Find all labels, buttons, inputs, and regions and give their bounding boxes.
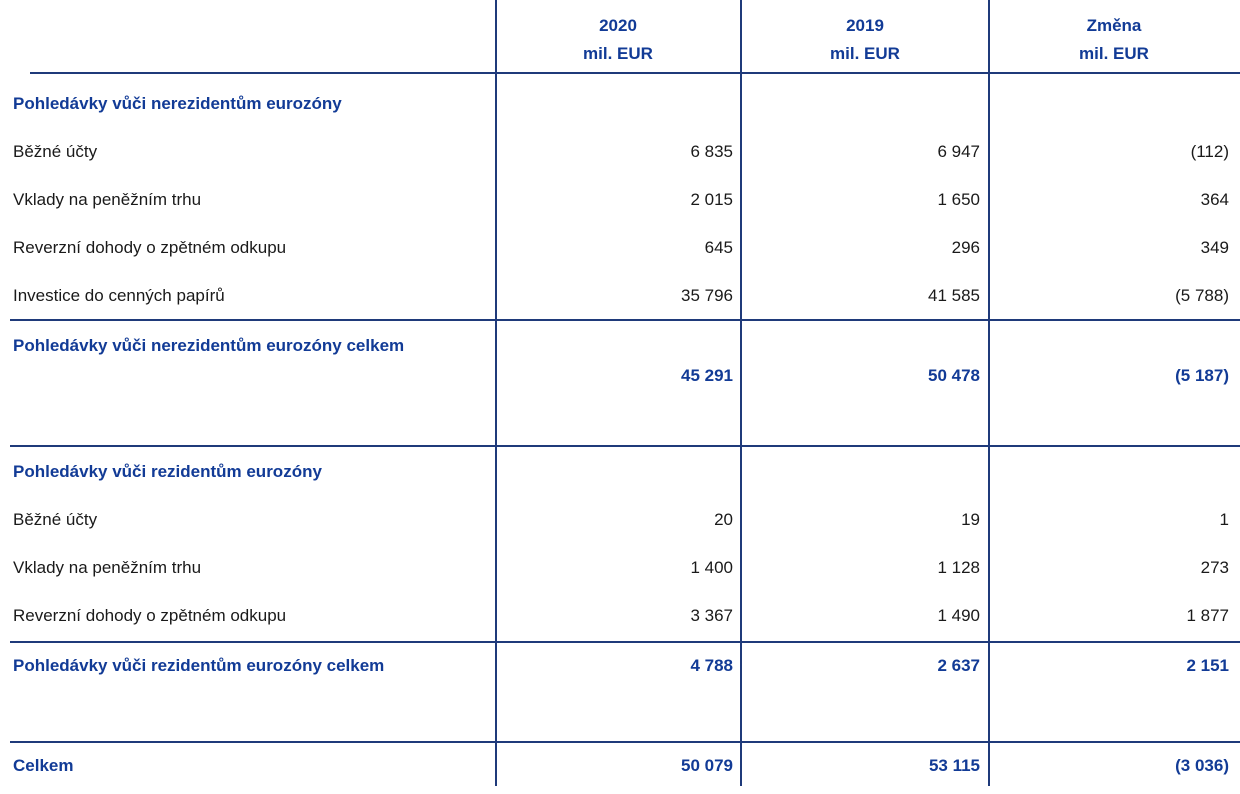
total-label: Pohledávky vůči nerezidentům eurozóny ce… [13, 336, 405, 355]
column-unit: mil. EUR [830, 44, 900, 63]
row-value: 20 [714, 510, 733, 529]
row-divider [10, 741, 1240, 743]
row-value: 6 835 [690, 142, 733, 161]
row-value: 1 650 [937, 190, 980, 209]
row-divider [30, 72, 1240, 74]
total-value: 2 637 [937, 656, 980, 675]
column-header: 2019 [846, 16, 884, 35]
total-value: 45 291 [681, 366, 733, 385]
row-divider [10, 445, 1240, 447]
row-label: Reverzní dohody o zpětném odkupu [13, 606, 287, 625]
row-value: 1 877 [1186, 606, 1229, 625]
row-value: (112) [1190, 142, 1229, 161]
row-label: Vklady na peněžním trhu [13, 190, 202, 209]
grand-total-label: Celkem [13, 756, 74, 775]
column-header: Změna [1086, 16, 1142, 35]
row-value: 3 367 [690, 606, 733, 625]
total-value: 2 151 [1186, 656, 1229, 675]
row-label: Běžné účty [13, 510, 98, 529]
section-title: Pohledávky vůči nerezidentům eurozóny [13, 94, 342, 113]
grand-total-value: 50 079 [681, 756, 733, 775]
column-header: 2020 [599, 16, 637, 35]
row-divider [10, 319, 1240, 321]
total-value: (5 187) [1175, 366, 1229, 385]
row-value: 1 [1219, 510, 1229, 529]
row-value: 1 128 [937, 558, 980, 577]
row-value: (5 788) [1175, 286, 1229, 305]
row-value: 1 400 [690, 558, 733, 577]
row-value: 19 [961, 510, 980, 529]
row-label: Reverzní dohody o zpětném odkupu [13, 238, 287, 257]
column-divider [988, 0, 990, 786]
row-value: 1 490 [937, 606, 980, 625]
row-value: 2 015 [690, 190, 733, 209]
row-label: Vklady na peněžním trhu [13, 558, 202, 577]
column-divider [740, 0, 742, 786]
row-value: 35 796 [681, 286, 733, 305]
grand-total-value: (3 036) [1175, 756, 1229, 775]
row-value: 296 [951, 238, 980, 257]
column-unit: mil. EUR [583, 44, 653, 63]
row-label: Investice do cenných papírů [13, 286, 225, 305]
total-value: 50 478 [928, 366, 980, 385]
row-label: Běžné účty [13, 142, 98, 161]
total-value: 4 788 [690, 656, 733, 675]
row-divider [10, 641, 1240, 643]
section-title: Pohledávky vůči rezidentům eurozóny [13, 462, 322, 481]
row-value: 364 [1200, 190, 1229, 209]
row-value: 273 [1200, 558, 1229, 577]
column-divider [495, 0, 497, 786]
row-value: 645 [704, 238, 733, 257]
row-value: 349 [1200, 238, 1229, 257]
row-value: 6 947 [937, 142, 980, 161]
total-label: Pohledávky vůči rezidentům eurozóny celk… [13, 656, 385, 675]
grand-total-value: 53 115 [928, 756, 980, 775]
row-value: 41 585 [928, 286, 980, 305]
column-unit: mil. EUR [1079, 44, 1149, 63]
